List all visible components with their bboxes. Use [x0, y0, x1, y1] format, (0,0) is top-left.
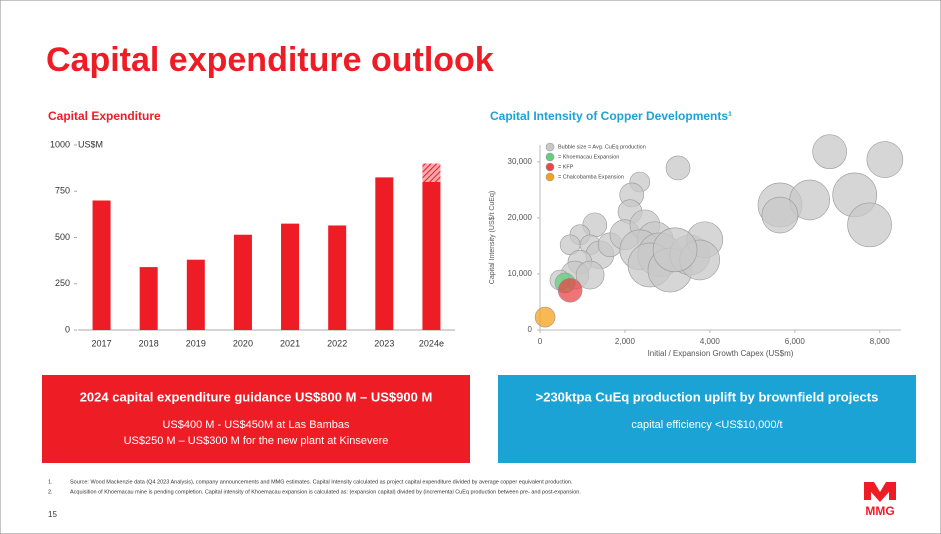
bubble: [557, 277, 583, 303]
bar: [422, 182, 441, 330]
bar: [375, 177, 394, 330]
y-tick-label: 500: [55, 232, 70, 242]
box-heading: 2024 capital expenditure guidance US$800…: [80, 389, 433, 404]
bubble: [652, 227, 698, 273]
logo-text: MMG: [865, 504, 894, 518]
bar: [92, 200, 111, 330]
x-tick-label: 2020: [233, 338, 253, 348]
x-tick-label: 2017: [92, 338, 112, 348]
chart-title: Capital Expenditure: [48, 109, 161, 123]
x-tick-label: 2019: [186, 338, 206, 348]
x-axis-label: Initial / Expansion Growth Capex (US$m): [648, 349, 794, 358]
bar-chart: 0 250 500 750 1000 2017 2018 2019 2020 2021 2022 20…: [50, 139, 455, 348]
bubble: [575, 260, 605, 290]
box-line: US$400 M - US$450M at Las Bambas: [162, 419, 350, 431]
footnote: Acquisition of Khoemacau mine is pending…: [70, 489, 581, 495]
box-heading: >230ktpa CuEq production uplift by brown…: [536, 389, 879, 404]
legend-swatch: [545, 152, 555, 162]
legend-swatch: [545, 162, 555, 172]
bar: [139, 267, 158, 330]
y-tick-label: 250: [55, 278, 70, 288]
legend-label: = KFP: [558, 164, 574, 170]
legend-label: = Chalcobamba Expansion: [558, 174, 624, 180]
y-unit: US$M: [78, 139, 103, 149]
legend-label: = Khoemacau Expansion: [558, 154, 619, 160]
box-line: US$250 M – US$300 M for the new plant at…: [124, 435, 389, 447]
guidance-box: [42, 375, 470, 463]
logo-mark: [864, 482, 896, 502]
x-tick-label: 2021: [280, 338, 300, 348]
y-tick-label: 0: [65, 324, 70, 334]
x-tick-label: 2022: [327, 338, 347, 348]
x-tick-label: 2018: [139, 338, 159, 348]
slide-title: Capital expenditure outlook: [46, 41, 494, 79]
box-line: capital efficiency <US$10,000/t: [631, 419, 782, 431]
chart-title: Capital Intensity of Copper Developments…: [490, 109, 732, 123]
x-tick-label: 8,000: [870, 337, 891, 346]
page-number: 15: [48, 510, 57, 519]
bar: [281, 223, 300, 330]
y-axis-label: Capital Intensity (US$/t CuEq): [489, 191, 496, 284]
bubble: [812, 134, 847, 170]
legend-label: Bubble size = Avg. CuEq production: [558, 144, 646, 150]
x-tick-label: 0: [538, 337, 543, 346]
x-tick-label: 2023: [374, 338, 394, 348]
footnote: Source: Wood Mackenzie data (Q4 2023 Ana…: [70, 479, 573, 485]
footnote-number: 1.: [48, 479, 53, 485]
x-tick-label: 4,000: [700, 337, 721, 346]
bubble-chart: 0 10,000 20,000 30,000 0 2,000 4,000 6,000 8,000…: [489, 134, 904, 358]
bar: [233, 234, 252, 330]
bar: [328, 225, 347, 330]
bar: [422, 163, 441, 182]
x-tick-label: 2024e: [419, 338, 444, 348]
bar: [186, 259, 205, 330]
footnote-number: 2.: [48, 489, 53, 495]
legend-swatch: [545, 142, 555, 152]
bubble: [866, 141, 904, 178]
legend-swatch: [545, 172, 555, 182]
y-tick-label: 10,000: [508, 269, 533, 278]
bubble: [665, 155, 691, 181]
y-tick-label: 20,000: [508, 213, 533, 222]
x-tick-label: 6,000: [785, 337, 806, 346]
y-tick-label: 1000: [50, 139, 70, 149]
bubble: [534, 306, 556, 328]
y-tick-label: 0: [528, 325, 533, 334]
y-tick-label: 750: [55, 186, 70, 196]
uplift-box: [498, 375, 916, 463]
bubble: [761, 196, 799, 234]
y-tick-label: 30,000: [508, 157, 533, 166]
x-tick-label: 2,000: [615, 337, 636, 346]
bubble: [847, 202, 892, 248]
